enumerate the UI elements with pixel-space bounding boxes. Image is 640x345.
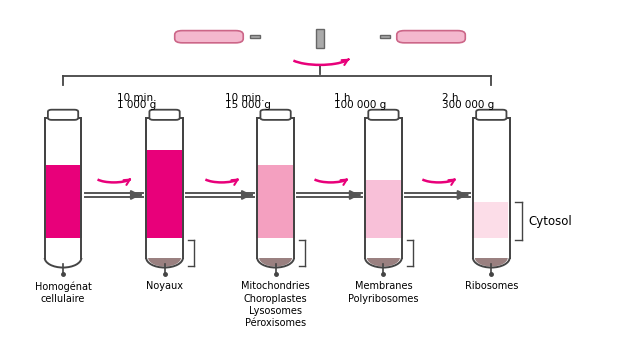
Polygon shape [146,118,183,258]
Polygon shape [42,238,84,258]
Polygon shape [257,118,294,258]
FancyBboxPatch shape [476,110,506,120]
Polygon shape [45,118,81,258]
Text: 300 000 g: 300 000 g [442,100,494,110]
FancyBboxPatch shape [175,31,243,43]
Polygon shape [365,118,402,258]
FancyBboxPatch shape [149,110,180,120]
Text: 2 h: 2 h [442,93,458,103]
Polygon shape [143,238,186,258]
Ellipse shape [257,248,294,267]
Ellipse shape [367,249,400,267]
Polygon shape [46,165,80,258]
Text: Ribosomes: Ribosomes [465,281,518,291]
Polygon shape [254,238,297,258]
Polygon shape [474,203,508,240]
Polygon shape [366,180,401,240]
Text: Noyaux: Noyaux [146,281,183,291]
Text: 10 min.: 10 min. [117,93,156,103]
Polygon shape [473,118,509,258]
FancyBboxPatch shape [397,31,465,43]
Ellipse shape [45,248,81,267]
Polygon shape [475,240,508,258]
Polygon shape [259,165,292,240]
Polygon shape [147,150,182,240]
Ellipse shape [146,248,183,267]
Text: Membranes
Polyribosomes: Membranes Polyribosomes [348,281,419,304]
Polygon shape [362,238,405,258]
Polygon shape [259,240,292,258]
Ellipse shape [473,248,509,267]
FancyBboxPatch shape [260,110,291,120]
Ellipse shape [259,249,292,267]
FancyBboxPatch shape [316,29,324,48]
Text: 100 000 g: 100 000 g [334,100,386,110]
Polygon shape [148,240,181,258]
FancyBboxPatch shape [368,110,399,120]
Text: 1 h: 1 h [334,93,351,103]
FancyBboxPatch shape [48,110,78,120]
Ellipse shape [148,249,181,267]
Text: 15 000 g: 15 000 g [225,100,271,110]
Text: Homogénat
cellulaire: Homogénat cellulaire [35,281,92,304]
Polygon shape [367,240,400,258]
Ellipse shape [365,248,402,267]
Text: Mitochondries
Choroplastes
Lysosomes
Péroxisomes: Mitochondries Choroplastes Lysosomes Pér… [241,281,310,328]
FancyBboxPatch shape [250,35,260,38]
Text: Cytosol: Cytosol [529,215,573,228]
Polygon shape [470,238,513,258]
Text: 1 000 g: 1 000 g [117,100,156,110]
Text: 10 min.: 10 min. [225,93,264,103]
Ellipse shape [475,249,508,267]
FancyBboxPatch shape [380,35,390,38]
